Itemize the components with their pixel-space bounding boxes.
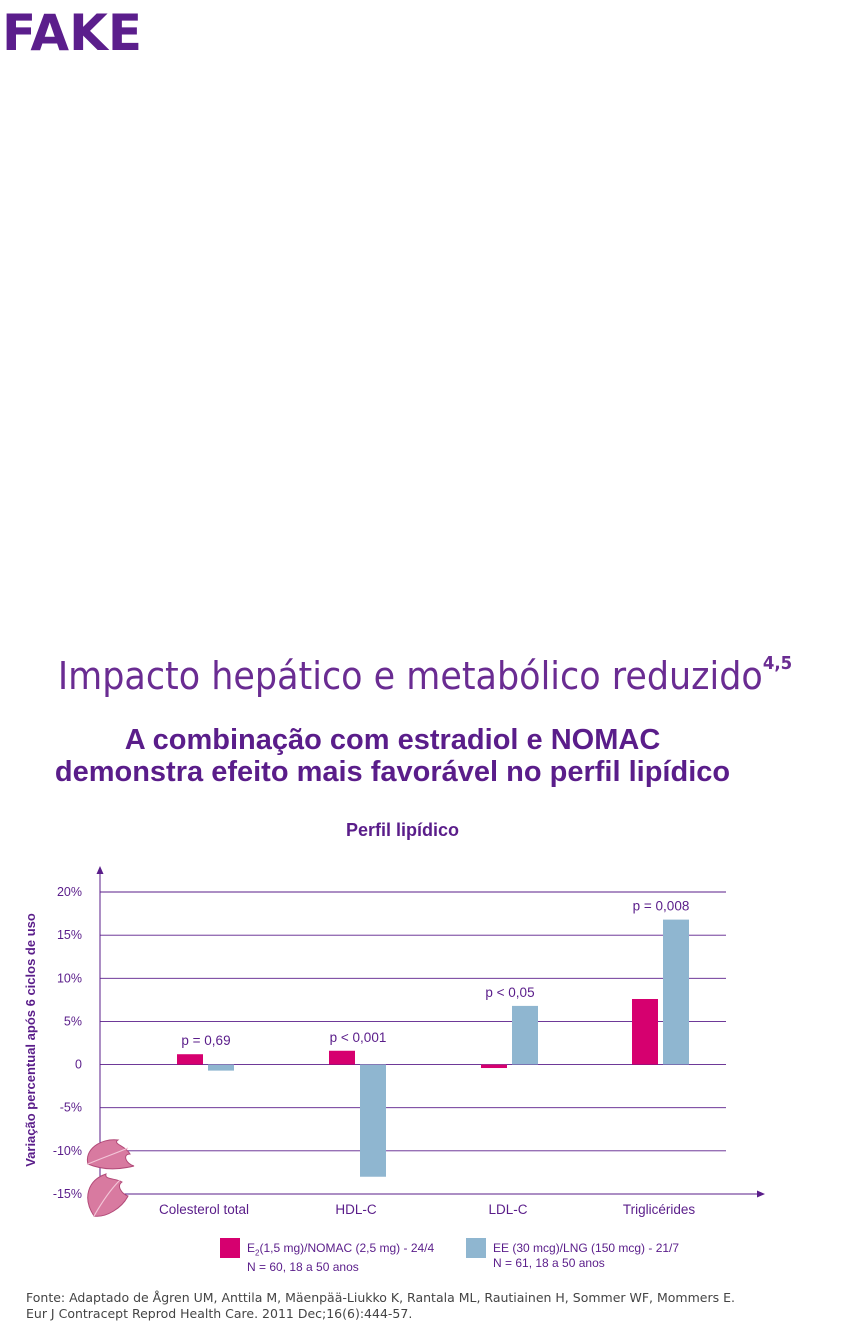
- y-tick-label-4: 0: [75, 1058, 82, 1072]
- p-value-annotation-2: p < 0,05: [485, 985, 534, 1000]
- y-axis-arrow: [96, 866, 104, 874]
- legend-1-subscript: 2: [255, 1248, 260, 1258]
- source-line-1: Fonte: Adaptado de Ågren UM, Anttila M, …: [26, 1290, 735, 1305]
- source-line-2: Eur J Contracept Reprod Health Care. 201…: [26, 1306, 413, 1321]
- y-tick-label-7: -15%: [53, 1187, 82, 1201]
- legend-1-detail: N = 60, 18 a 50 anos: [247, 1260, 359, 1275]
- y-tick-label-5: -5%: [60, 1101, 82, 1115]
- p-value-annotation-0: p = 0,69: [181, 1033, 230, 1048]
- y-tick-label-6: -10%: [53, 1144, 82, 1158]
- y-tick-label-1: 15%: [57, 928, 82, 942]
- bar-series-1-1: [329, 1050, 355, 1065]
- bar-series-1-3: [632, 998, 658, 1065]
- leaf-illustration: [86, 1139, 135, 1217]
- bar-series-2-0: [208, 1064, 234, 1071]
- legend-swatch-series-2: [466, 1238, 486, 1258]
- p-value-annotation-3: p = 0,008: [633, 899, 690, 914]
- category-label-0: Colesterol total: [159, 1202, 249, 1217]
- legend-label-series-1: E2(1,5 mg)/NOMAC (2,5 mg) - 24/4 N = 60,…: [247, 1241, 434, 1275]
- bar-series-1-0: [177, 1054, 203, 1065]
- axes: [96, 866, 765, 1198]
- brand-logo: FAKE: [2, 4, 143, 62]
- category-label-3: Triglicérides: [623, 1202, 696, 1217]
- bars: [177, 919, 689, 1177]
- headline-text: Impacto hepático e metabólico reduzido: [57, 654, 763, 698]
- chart-title: Perfil lipídico: [345, 820, 460, 840]
- legend-1-rest: (1,5 mg)/NOMAC (2,5 mg) - 24/4: [259, 1241, 435, 1255]
- page-headline: Impacto hepático e metabólico reduzido4,…: [34, 640, 816, 700]
- category-label-2: LDL-C: [488, 1202, 527, 1217]
- legend-2-detail: N = 61, 18 a 50 anos: [493, 1256, 605, 1270]
- legend-label-series-2: EE (30 mcg)/LNG (150 mcg) - 21/7 N = 61,…: [493, 1241, 679, 1271]
- bar-series-2-1: [360, 1064, 386, 1177]
- source-citation: Fonte: Adaptado de Ågren UM, Anttila M, …: [26, 1290, 816, 1322]
- legend-2-label: EE (30 mcg)/LNG (150 mcg) - 21/7: [493, 1241, 680, 1255]
- p-value-annotation-1: p < 0,001: [330, 1030, 387, 1045]
- bar-series-2-2: [512, 1005, 538, 1065]
- y-axis-label: Variação percentual após 6 ciclos de uso: [23, 913, 38, 1167]
- subheadline: A combinação com estradiol e NOMAC demon…: [0, 724, 785, 788]
- x-axis-arrow: [757, 1190, 765, 1198]
- category-label-1: HDL-C: [335, 1202, 377, 1217]
- legend-swatch-series-1: [220, 1238, 240, 1258]
- legend-1-prefix: E: [247, 1241, 256, 1255]
- y-tick-label-3: 5%: [64, 1014, 82, 1028]
- lipid-profile-chart: 20% 15% 10% 5% 0 -5% -10% -15% Colesterol total H…: [23, 866, 765, 1217]
- headline-reference: 4,5: [762, 653, 793, 674]
- y-tick-label-2: 10%: [57, 971, 82, 985]
- bar-series-1-2: [481, 1064, 507, 1069]
- bar-series-2-3: [663, 919, 689, 1065]
- subheadline-line-2: demonstra efeito mais favorável no perfi…: [54, 756, 731, 788]
- y-tick-label-0: 20%: [57, 885, 82, 899]
- labels: 20% 15% 10% 5% 0 -5% -10% -15% Colesterol total H…: [23, 885, 695, 1217]
- subheadline-line-1: A combinação com estradiol e NOMAC: [124, 724, 661, 756]
- grid-lines: [100, 891, 726, 1152]
